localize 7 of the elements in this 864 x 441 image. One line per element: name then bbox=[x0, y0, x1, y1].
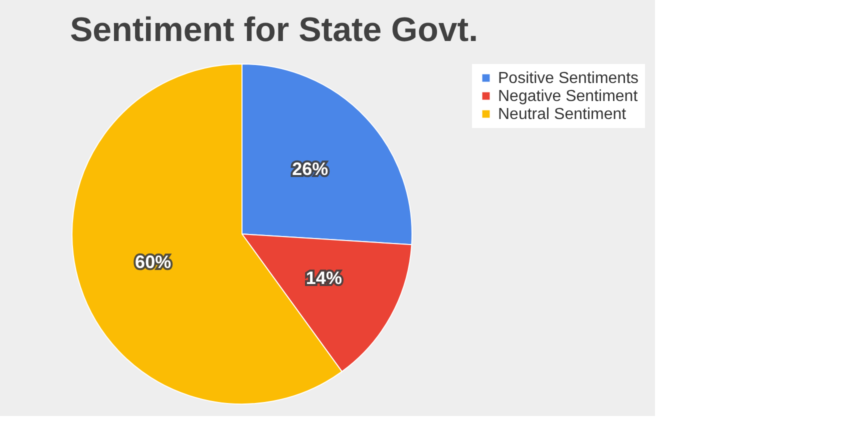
legend-label: Positive Sentiments bbox=[498, 70, 639, 87]
chart-title: Sentiment for State Govt. bbox=[70, 11, 478, 49]
legend-label: Negative Sentiment bbox=[498, 88, 638, 105]
legend-label: Neutral Sentiment bbox=[498, 106, 627, 123]
data-label: 60% bbox=[135, 252, 172, 272]
data-label: 26% bbox=[292, 158, 328, 179]
data-label: 14% bbox=[306, 268, 342, 288]
